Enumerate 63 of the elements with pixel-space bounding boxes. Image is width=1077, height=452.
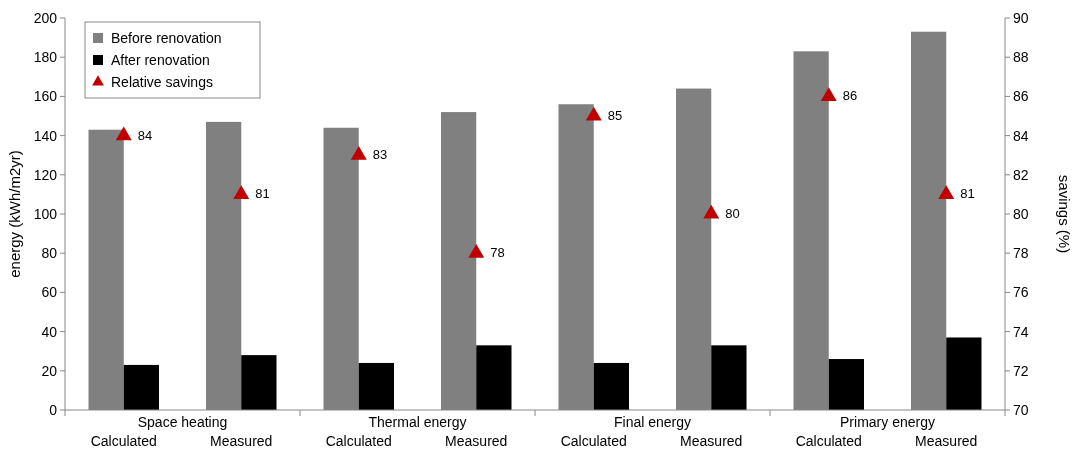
- y-tick-label: 160: [33, 88, 58, 105]
- data-label: 80: [725, 206, 740, 221]
- point: [468, 244, 485, 258]
- data-label: 78: [490, 245, 505, 261]
- text: Space heating: [137, 414, 228, 430]
- data-label: 81: [960, 186, 975, 202]
- x-tick-label: Calculated: [325, 433, 392, 449]
- x-tick-label: Calculated: [795, 433, 862, 449]
- y-tick-label: 20: [41, 362, 58, 379]
- bar: [358, 362, 394, 410]
- y2-tick-label: 70: [1013, 402, 1029, 418]
- y2-tick-label: 88: [1013, 49, 1029, 66]
- y-tick-label: 80: [41, 245, 58, 262]
- y-tick-label: 200: [33, 10, 58, 26]
- data-label: 81: [255, 186, 270, 202]
- y-axis-title: energy (kWh/m2yr): [6, 150, 23, 278]
- y-tick-label: 180: [33, 49, 58, 66]
- point: [115, 126, 132, 141]
- point: [703, 204, 720, 219]
- text: Thermal energy: [368, 414, 467, 430]
- point: [233, 185, 250, 199]
- x-tick-label: Measured: [915, 433, 978, 449]
- y2-tick-label: 84: [1013, 127, 1029, 144]
- bar: [711, 345, 747, 410]
- data-label: 84: [137, 127, 153, 143]
- y2-tick-label: 76: [1013, 284, 1029, 301]
- legend-label: Before renovation: [111, 30, 222, 46]
- x-tick-label: Calculated: [90, 433, 157, 449]
- legend-label: Relative savings: [111, 74, 213, 90]
- point: [820, 87, 837, 101]
- y-tick-label: 60: [41, 284, 58, 301]
- bar: [123, 364, 159, 410]
- y2-tick-label: 74: [1013, 323, 1029, 340]
- y-tick-label: 120: [33, 166, 58, 183]
- y2-tick-label: 86: [1013, 88, 1029, 105]
- bar: [476, 345, 512, 410]
- x-tick-label: Calculated: [560, 433, 627, 449]
- point: [350, 146, 367, 160]
- x-tick-label: Measured: [445, 433, 508, 449]
- bar: [593, 362, 629, 410]
- text: Final energy: [613, 414, 692, 430]
- x-tick-label: Measured: [210, 433, 273, 449]
- y2-axis-title: savings (%): [1056, 174, 1073, 254]
- y2-tick-label: 82: [1013, 166, 1029, 183]
- x-tick-label: Measured: [680, 433, 743, 449]
- data-label: 85: [607, 108, 623, 123]
- y-tick-label: 140: [33, 127, 58, 144]
- y2-tick-label: 78: [1013, 245, 1029, 262]
- data-label: 86: [842, 88, 858, 104]
- y2-tick-label: 90: [1013, 10, 1029, 26]
- data-label: 83: [372, 147, 388, 163]
- legend-label: After renovation: [111, 52, 210, 68]
- point: [585, 106, 602, 121]
- point: [938, 185, 955, 199]
- y-tick-label: 40: [41, 323, 58, 340]
- y2-tick-label: 72: [1013, 362, 1029, 379]
- bar: [828, 359, 864, 410]
- bar: [946, 337, 982, 410]
- y-tick-label: 100: [33, 206, 58, 222]
- y2-tick-label: 80: [1013, 206, 1029, 222]
- bar: [241, 355, 277, 410]
- y-tick-label: 0: [49, 402, 58, 418]
- text: Primary energy: [840, 414, 935, 430]
